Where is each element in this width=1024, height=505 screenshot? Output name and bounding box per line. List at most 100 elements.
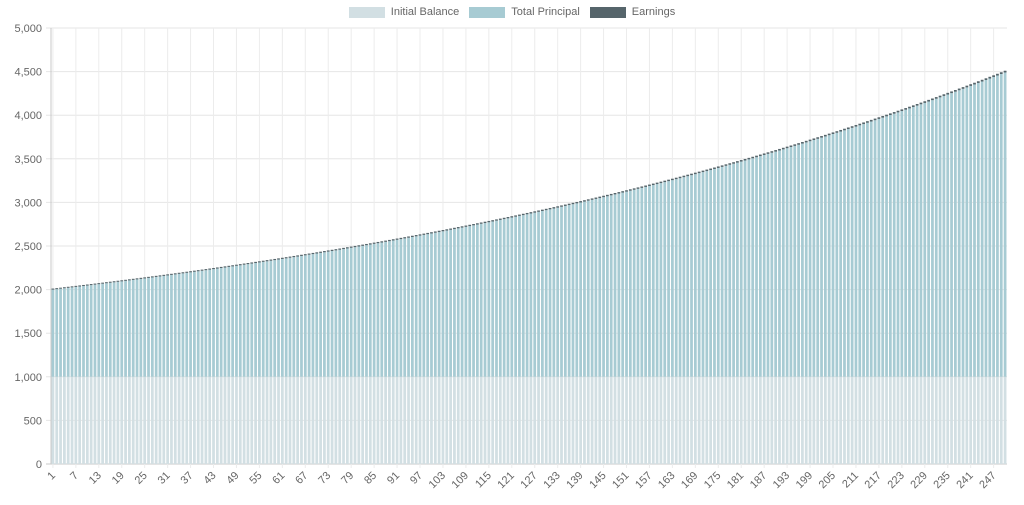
bar-initial-balance	[131, 376, 135, 464]
bar-initial-balance	[296, 376, 300, 464]
x-tick-label: 109	[450, 470, 471, 491]
bar-total-principal	[177, 273, 181, 377]
bar-total-principal	[667, 181, 670, 377]
bar-initial-balance	[143, 376, 147, 464]
bar-initial-balance	[831, 376, 835, 464]
bar-initial-balance	[552, 376, 556, 464]
bar-initial-balance	[437, 376, 441, 464]
bar-initial-balance	[154, 376, 158, 464]
bar-earnings	[739, 160, 743, 162]
bar-initial-balance	[739, 376, 743, 464]
bar-earnings	[965, 85, 969, 88]
bar-initial-balance	[525, 376, 529, 464]
bar-initial-balance	[277, 376, 280, 464]
bar-initial-balance	[395, 376, 399, 464]
x-tick-label: 19	[110, 470, 127, 487]
bar-earnings	[590, 198, 594, 200]
bar-initial-balance	[980, 376, 984, 464]
bar-total-principal	[716, 167, 720, 377]
bar-initial-balance	[495, 376, 498, 464]
x-tick-label: 169	[679, 470, 700, 491]
bar-earnings	[537, 210, 540, 212]
bar-earnings	[560, 205, 563, 207]
bar-total-principal	[227, 266, 231, 377]
bar-earnings	[919, 102, 923, 105]
bar-initial-balance	[942, 376, 946, 464]
bar-initial-balance	[215, 376, 219, 464]
legend-item-initial-balance[interactable]: Initial Balance	[348, 6, 459, 18]
bar-total-principal	[927, 101, 930, 377]
bar-earnings	[801, 142, 804, 144]
bar-earnings	[980, 79, 984, 82]
bar-initial-balance	[655, 376, 659, 464]
bar-total-principal	[869, 121, 873, 377]
bar-initial-balance	[204, 376, 208, 464]
bar-total-principal	[349, 247, 353, 377]
bar-earnings	[131, 278, 135, 280]
bar-initial-balance	[770, 376, 774, 464]
bar-earnings	[323, 251, 326, 253]
legend-item-total-principal[interactable]: Total Principal	[469, 6, 580, 18]
bar-total-principal	[770, 152, 774, 377]
bar-total-principal	[866, 122, 869, 377]
bar-total-principal	[288, 257, 292, 377]
bar-total-principal	[976, 82, 980, 377]
bar-earnings	[464, 225, 468, 227]
bar-initial-balance	[97, 376, 101, 464]
bar-initial-balance	[709, 376, 713, 464]
bar-initial-balance	[323, 376, 326, 464]
bar-total-principal	[410, 237, 414, 377]
bar-initial-balance	[758, 376, 762, 464]
bar-earnings	[720, 165, 724, 167]
bar-initial-balance	[349, 376, 353, 464]
bar-earnings	[755, 155, 758, 158]
bar-earnings	[915, 103, 919, 106]
bar-initial-balance	[862, 376, 865, 464]
bar-earnings	[349, 246, 353, 248]
bar-total-principal	[89, 285, 93, 377]
bar-earnings	[579, 201, 582, 203]
bar-earnings	[487, 220, 491, 223]
bar-earnings	[189, 271, 192, 273]
bar-total-principal	[456, 228, 460, 377]
bar-total-principal	[793, 145, 797, 377]
legend-item-earnings[interactable]: Earnings	[589, 6, 676, 18]
legend-label-total-principal: Total Principal	[511, 6, 580, 18]
bar-total-principal	[403, 238, 407, 377]
bar-total-principal	[701, 172, 705, 377]
x-tick-label: 235	[931, 470, 952, 491]
bar-total-principal	[476, 224, 479, 377]
y-tick-label: 4,000	[14, 110, 42, 122]
bar-earnings	[552, 207, 556, 209]
bar-total-principal	[135, 279, 139, 377]
bar-earnings	[556, 206, 560, 208]
bar-total-principal	[445, 230, 449, 377]
bar-initial-balance	[674, 376, 678, 464]
bar-earnings	[223, 266, 227, 268]
bar-total-principal	[705, 171, 709, 377]
bar-total-principal	[384, 241, 387, 377]
bar-earnings	[583, 200, 586, 202]
bar-total-principal	[621, 192, 625, 377]
bar-initial-balance	[923, 376, 927, 464]
bar-earnings	[999, 72, 1003, 74]
bar-earnings	[827, 133, 831, 136]
bar-total-principal	[353, 247, 357, 377]
bar-earnings	[862, 122, 865, 125]
bar-earnings	[215, 267, 219, 269]
bar-initial-balance	[319, 376, 322, 464]
bar-total-principal	[774, 151, 778, 377]
legend-label-earnings: Earnings	[631, 6, 676, 18]
bar-initial-balance	[579, 376, 582, 464]
x-tick-label: 127	[518, 470, 539, 491]
bar-total-principal	[980, 81, 984, 377]
bar-initial-balance	[560, 376, 563, 464]
bar-total-principal	[487, 222, 491, 377]
bar-initial-balance	[345, 376, 349, 464]
bar-earnings	[839, 129, 843, 132]
bar-total-principal	[185, 272, 189, 377]
bar-initial-balance	[93, 376, 97, 464]
bar-total-principal	[686, 176, 690, 377]
bar-earnings	[303, 254, 307, 256]
bar-initial-balance	[292, 376, 296, 464]
